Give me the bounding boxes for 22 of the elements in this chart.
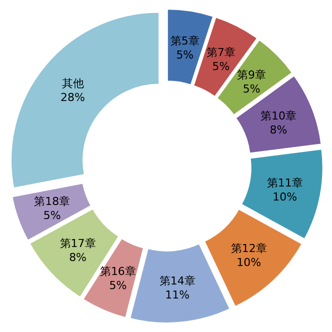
slice-label: 第18章 [34, 194, 70, 208]
slice-label: 其他 [62, 76, 84, 90]
slice-label: 第14章 [159, 274, 196, 288]
data-label: 28% [60, 90, 85, 104]
slice-label: 第10章 [260, 109, 297, 122]
slice-label: 第5章 [170, 34, 200, 48]
data-label: 8% [69, 250, 87, 264]
data-label: 10% [236, 256, 262, 270]
slice-label: 第17章 [60, 236, 96, 250]
slice-label: 第9章 [237, 68, 266, 82]
data-label: 5% [212, 60, 230, 74]
data-label: 5% [176, 48, 194, 62]
data-label: 8% [270, 123, 288, 136]
slice-label: 第11章 [266, 176, 303, 190]
data-label: 10% [272, 190, 298, 204]
data-label: 5% [109, 279, 127, 292]
data-label: 11% [165, 288, 190, 302]
slice-label: 第12章 [230, 242, 267, 256]
slice-label: 第7章 [206, 46, 236, 60]
slice-label: 第16章 [100, 265, 136, 278]
data-label: 5% [242, 82, 260, 96]
data-label: 5% [43, 208, 61, 222]
